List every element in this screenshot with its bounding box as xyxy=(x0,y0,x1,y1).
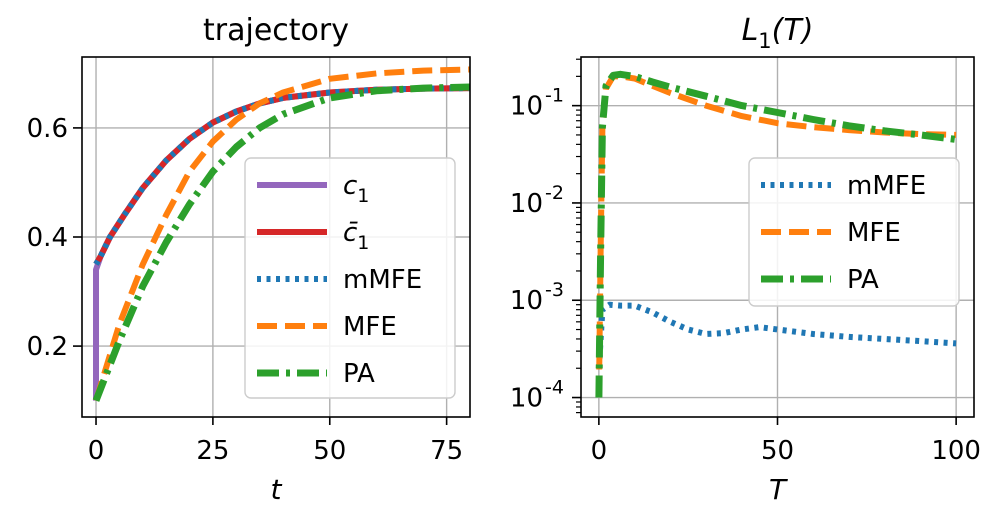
traj-legend-label: MFE xyxy=(343,312,397,342)
traj-x-axis-label: t xyxy=(271,473,283,506)
l1-x-tick-label: 0 xyxy=(591,436,608,466)
l1-y-tick-label: 10 xyxy=(510,384,543,414)
l1-x-ticks: 0 50 100 xyxy=(591,417,981,466)
l1-legend-label: mMFE xyxy=(847,171,926,201)
traj-series-group xyxy=(92,66,470,402)
traj-legend-label: c̄1 xyxy=(343,218,369,254)
traj-y-tick-label: 0.4 xyxy=(27,223,68,253)
l1-y-tick-exponent: -1 xyxy=(545,85,564,107)
legend-label-main: c̄ xyxy=(343,218,359,248)
l1-y-tick-label: 10 xyxy=(510,286,543,316)
l1-series-group xyxy=(595,70,957,398)
traj-series-mfe-line xyxy=(93,66,470,402)
traj-x-tick-label: 25 xyxy=(196,436,229,466)
l1-x-tick-label: 50 xyxy=(761,436,794,466)
l1-legend-label: PA xyxy=(847,265,879,295)
l1-legend-label: MFE xyxy=(847,218,901,248)
l1-y-tick-exponent: -4 xyxy=(545,377,564,399)
title-sub: 1 xyxy=(758,29,771,53)
traj-legend-label: PA xyxy=(343,359,375,389)
l1-series-pa-line xyxy=(595,70,957,398)
title-arg: (T) xyxy=(772,13,814,48)
traj-x-ticks: 0 25 50 75 xyxy=(88,417,463,466)
traj-series-pa-line xyxy=(92,83,470,402)
traj-x-tick-label: 75 xyxy=(430,436,463,466)
title-main: L xyxy=(742,13,759,48)
l1-x-axis-label: T xyxy=(769,473,788,506)
trajectory-panel: 0 25 50 750.20.40.6trajectorytc1c̄1mMFEMFEP… xyxy=(27,13,471,506)
traj-title: trajectory xyxy=(203,13,349,48)
traj-legend-label: c1 xyxy=(343,171,369,207)
l1-y-tick-label: 10 xyxy=(510,189,543,219)
traj-y-ticks: 0.2 0.4 0.6 xyxy=(27,114,82,362)
l1-legend-frame xyxy=(748,157,960,307)
l1-y-tick-label: 10 xyxy=(510,92,543,122)
l1-series-mmfe-line xyxy=(595,301,957,369)
traj-series-mmfe-line xyxy=(93,85,470,266)
legend-label-sub: 1 xyxy=(357,232,369,254)
traj-y-tick-label: 0.6 xyxy=(27,114,68,144)
traj-x-tick-label: 0 xyxy=(88,436,105,466)
traj-legend-frame xyxy=(244,157,456,399)
traj-x-tick-label: 50 xyxy=(313,436,346,466)
l1-x-tick-label: 100 xyxy=(931,436,981,466)
l1-minor-ticks xyxy=(576,58,581,414)
l1-y-tick-exponent: -3 xyxy=(545,279,564,301)
l1-title: L1(T) xyxy=(742,13,814,53)
l1-legend: mMFE MFE PA xyxy=(748,157,960,307)
l1-y-tick-exponent: -2 xyxy=(545,182,564,204)
traj-legend-label: mMFE xyxy=(343,265,422,295)
legend-label-sub: 1 xyxy=(357,185,369,207)
traj-y-tick-label: 0.2 xyxy=(27,332,68,362)
l1-y-ticks: 10-110-210-310-4 xyxy=(510,85,581,414)
legend-label-main: c xyxy=(343,171,357,201)
